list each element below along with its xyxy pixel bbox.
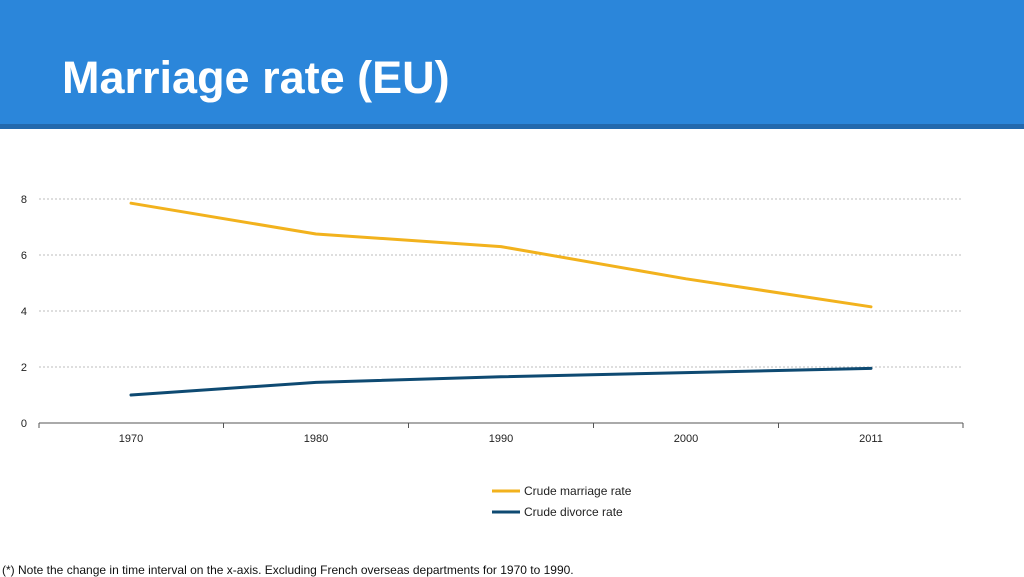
gridlines [39,198,963,368]
x-tick-label: 1990 [489,433,513,445]
footnote: (*) Note the change in time interval on … [2,563,574,577]
y-tick-label: 6 [21,250,27,262]
series-lines [129,201,873,397]
x-tick-label: 1980 [304,433,328,445]
y-tick-label: 0 [21,418,27,430]
legend: Crude marriage rate Crude divorce rate [492,484,632,519]
slide-header [0,0,1024,124]
legend-label: Crude divorce rate [524,505,623,519]
y-tick-label: 2 [21,362,27,374]
x-tick-label: 2000 [674,433,698,445]
series-line-marriage [129,201,873,309]
series-line-divorce [129,366,873,397]
x-axis [38,422,964,428]
x-tick-label: 2011 [859,433,883,445]
slide-title: Marriage rate (EU) [62,52,450,103]
y-tick-label: 8 [21,194,27,206]
legend-label: Crude marriage rate [524,484,632,498]
x-axis-tick-labels: 1970 1980 1990 2000 2011 [119,433,883,445]
y-axis-tick-labels: 0 2 4 6 8 [21,194,27,430]
header-divider [0,124,1024,129]
y-tick-label: 4 [21,306,27,318]
x-tick-label: 1970 [119,433,143,445]
